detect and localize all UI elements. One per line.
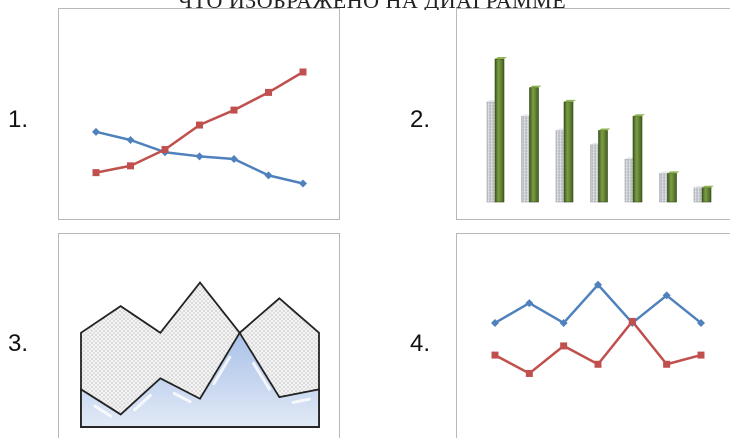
series-1-point <box>195 152 204 161</box>
bar-1-3 <box>555 130 566 203</box>
area-highlight-3 <box>172 391 192 404</box>
area-highlight-4 <box>212 355 232 386</box>
series-2-point <box>127 162 134 170</box>
area-highlight-1 <box>93 404 113 418</box>
bar-top-2-6 <box>667 171 680 174</box>
bar-2-3 <box>563 101 574 203</box>
series-1-point <box>230 155 238 164</box>
bar-1-1 <box>486 101 497 203</box>
bar-1-7 <box>693 187 704 203</box>
area-chart-3 <box>80 281 320 428</box>
bar-chart-2 <box>486 57 714 203</box>
chart-number-4: 4. <box>410 330 431 357</box>
bar-2-1 <box>494 58 505 203</box>
line-chart-panel-1 <box>58 8 340 220</box>
series-1-point <box>662 291 671 300</box>
series-2-point <box>663 360 671 368</box>
series-1-point <box>525 299 534 308</box>
series-2-point <box>491 351 499 359</box>
series-1-point <box>126 136 135 144</box>
chart-number-3: 3. <box>8 330 29 357</box>
series-2-point <box>594 360 602 368</box>
series-2-point <box>92 169 100 177</box>
area-highlight-2 <box>133 393 152 412</box>
chart-number-1: 1. <box>8 106 29 133</box>
bar-top-2-7 <box>702 185 714 188</box>
series-2-point <box>628 317 636 325</box>
series-1-line <box>494 283 702 325</box>
series-2-point <box>560 342 568 350</box>
series-1-point <box>491 318 499 327</box>
top-cut-text-strip: ЧТО ИЗОБРАЖЕНО НА ДИАГРАММЕ <box>0 0 730 10</box>
bar-1-2 <box>521 115 531 203</box>
series-2-point <box>299 68 307 76</box>
series-1-point <box>697 318 705 327</box>
cut-off-heading-text: ЧТО ИЗОБРАЖЕНО НА ДИАГРАММЕ <box>178 0 566 10</box>
bar-top-2-4 <box>598 128 611 131</box>
bar-top-2-2 <box>529 85 542 88</box>
line-chart-1 <box>92 68 307 188</box>
bar-2-4 <box>598 130 608 203</box>
bar-2-7 <box>701 187 712 203</box>
series-2-point <box>161 146 169 154</box>
line-chart-panel-4 <box>456 233 730 438</box>
series-2-point <box>196 121 203 129</box>
series-1-point <box>92 127 100 136</box>
area-chart-panel-3 <box>58 233 340 438</box>
series-1-point <box>594 280 602 289</box>
bar-2-5 <box>632 115 643 203</box>
area-highlight-5 <box>252 361 271 391</box>
chart-number-2: 2. <box>410 106 431 133</box>
bar-top-2-5 <box>633 114 645 117</box>
series-2-point <box>697 351 705 359</box>
series-1-point <box>264 171 273 180</box>
series-2-point <box>230 106 238 114</box>
series-2-point <box>265 88 272 96</box>
series-1-point <box>559 318 568 327</box>
bar-top-2-3 <box>564 99 576 102</box>
bar-chart-panel-2 <box>456 8 730 220</box>
series-1-point <box>299 179 307 188</box>
bar-2-2 <box>529 87 539 203</box>
area-highlight-6 <box>291 397 311 404</box>
series-2-point <box>525 369 533 377</box>
bar-top-2-1 <box>495 57 507 59</box>
bar-1-5 <box>624 158 635 203</box>
bar-1-6 <box>659 173 669 203</box>
line-chart-4 <box>491 280 705 377</box>
bar-2-6 <box>667 173 677 203</box>
bar-1-4 <box>590 144 600 203</box>
